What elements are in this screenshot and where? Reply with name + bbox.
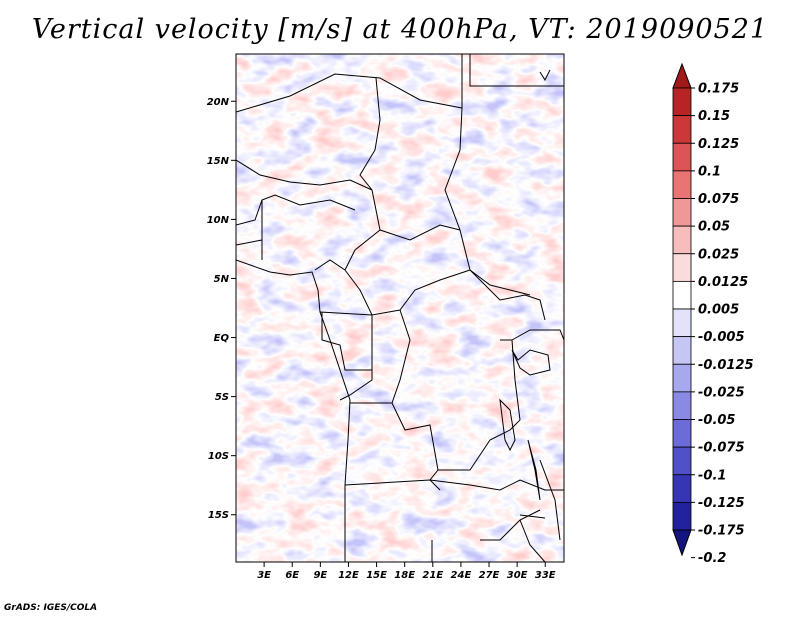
lat-tick-label: EQ [214, 333, 230, 344]
colorbar-label: -0.1 [698, 468, 726, 483]
lon-tick-label: 24E [451, 570, 472, 581]
colorbar-label: 0.0125 [698, 275, 748, 290]
lon-tick-label: 12E [338, 570, 359, 581]
colorbar: 0.175 0.15 0.125 0.1 0.075 0.05 0.025 0.0125 0.0… [672, 62, 754, 566]
plot-title: Vertical velocity [m/s] at 400hPa, VT: 2… [31, 14, 769, 45]
lon-tick-label: 21E [422, 570, 443, 581]
colorbar-swatch [672, 142, 692, 172]
colorbar-label: 0.175 [698, 82, 739, 97]
colorbar-swatch [672, 446, 692, 476]
lon-tick-label: 9E [313, 570, 327, 581]
colorbar-label: -0.125 [698, 496, 745, 511]
vertical-velocity-field [236, 54, 564, 562]
colorbar-label: -0.025 [698, 385, 745, 400]
lat-tick-label: 20N [207, 97, 230, 108]
lat-tick-label: 15S [208, 510, 229, 521]
lon-tick-label: 15E [366, 570, 387, 581]
colorbar-swatch [672, 391, 692, 420]
colorbar-swatch [672, 419, 692, 448]
lat-tick-label: 5S [215, 392, 229, 403]
colorbar-swatch [672, 115, 692, 144]
colorbar-swatch [672, 87, 692, 117]
country-borders [236, 54, 564, 562]
colorbar-label: -0.2 [698, 551, 726, 566]
colorbar-swatch [672, 225, 692, 255]
colorbar-swatch [672, 474, 692, 503]
colorbar-label: -0.0125 [698, 358, 754, 373]
colorbar-label: 0.15 [698, 109, 730, 124]
lat-tick-label: 10S [208, 451, 229, 462]
colorbar-swatch [672, 308, 692, 338]
colorbar-swatch [672, 363, 692, 393]
lon-tick-label: 33E [535, 570, 556, 581]
lon-tick-label: 3E [257, 570, 271, 581]
colorbar-swatch [672, 501, 692, 531]
colorbar-top-triangle [672, 62, 692, 89]
grads-credit: GrADS: IGES/COLA [4, 603, 98, 613]
lon-tick-label: 30E [507, 570, 528, 581]
lon-tick-label: 27E [479, 570, 500, 581]
longitude-axis: 3E 6E 9E 12E 15E 18E 21E 24E 27E 30E 33E [257, 562, 556, 581]
lon-tick-label: 6E [285, 570, 299, 581]
colorbar-label: -0.005 [698, 330, 745, 345]
lon-tick-label: 18E [394, 570, 415, 581]
colorbar-swatch [672, 198, 692, 227]
colorbar-swatch [672, 280, 692, 310]
lat-tick-label: 5N [214, 274, 230, 285]
colorbar-label: -0.175 [698, 524, 745, 539]
colorbar-label: -0.075 [698, 441, 745, 456]
colorbar-swatch [672, 253, 692, 282]
colorbar-bottom-triangle [672, 529, 692, 557]
map-frame [235, 53, 565, 563]
colorbar-swatch [672, 336, 692, 365]
colorbar-label: 0.05 [698, 220, 730, 235]
colorbar-label: 0.125 [698, 137, 739, 152]
lat-tick-label: 15N [207, 156, 230, 167]
colorbar-label: -0.05 [698, 413, 735, 428]
latitude-axis: 20N 15N 10N 5N EQ 5S 10S 15S [207, 97, 236, 521]
colorbar-label: 0.025 [698, 247, 739, 262]
colorbar-label: 0.005 [698, 303, 739, 318]
colorbar-swatch [672, 170, 692, 199]
colorbar-label: 0.1 [698, 164, 721, 179]
colorbar-label: 0.075 [698, 192, 739, 207]
lat-tick-label: 10N [207, 215, 230, 226]
